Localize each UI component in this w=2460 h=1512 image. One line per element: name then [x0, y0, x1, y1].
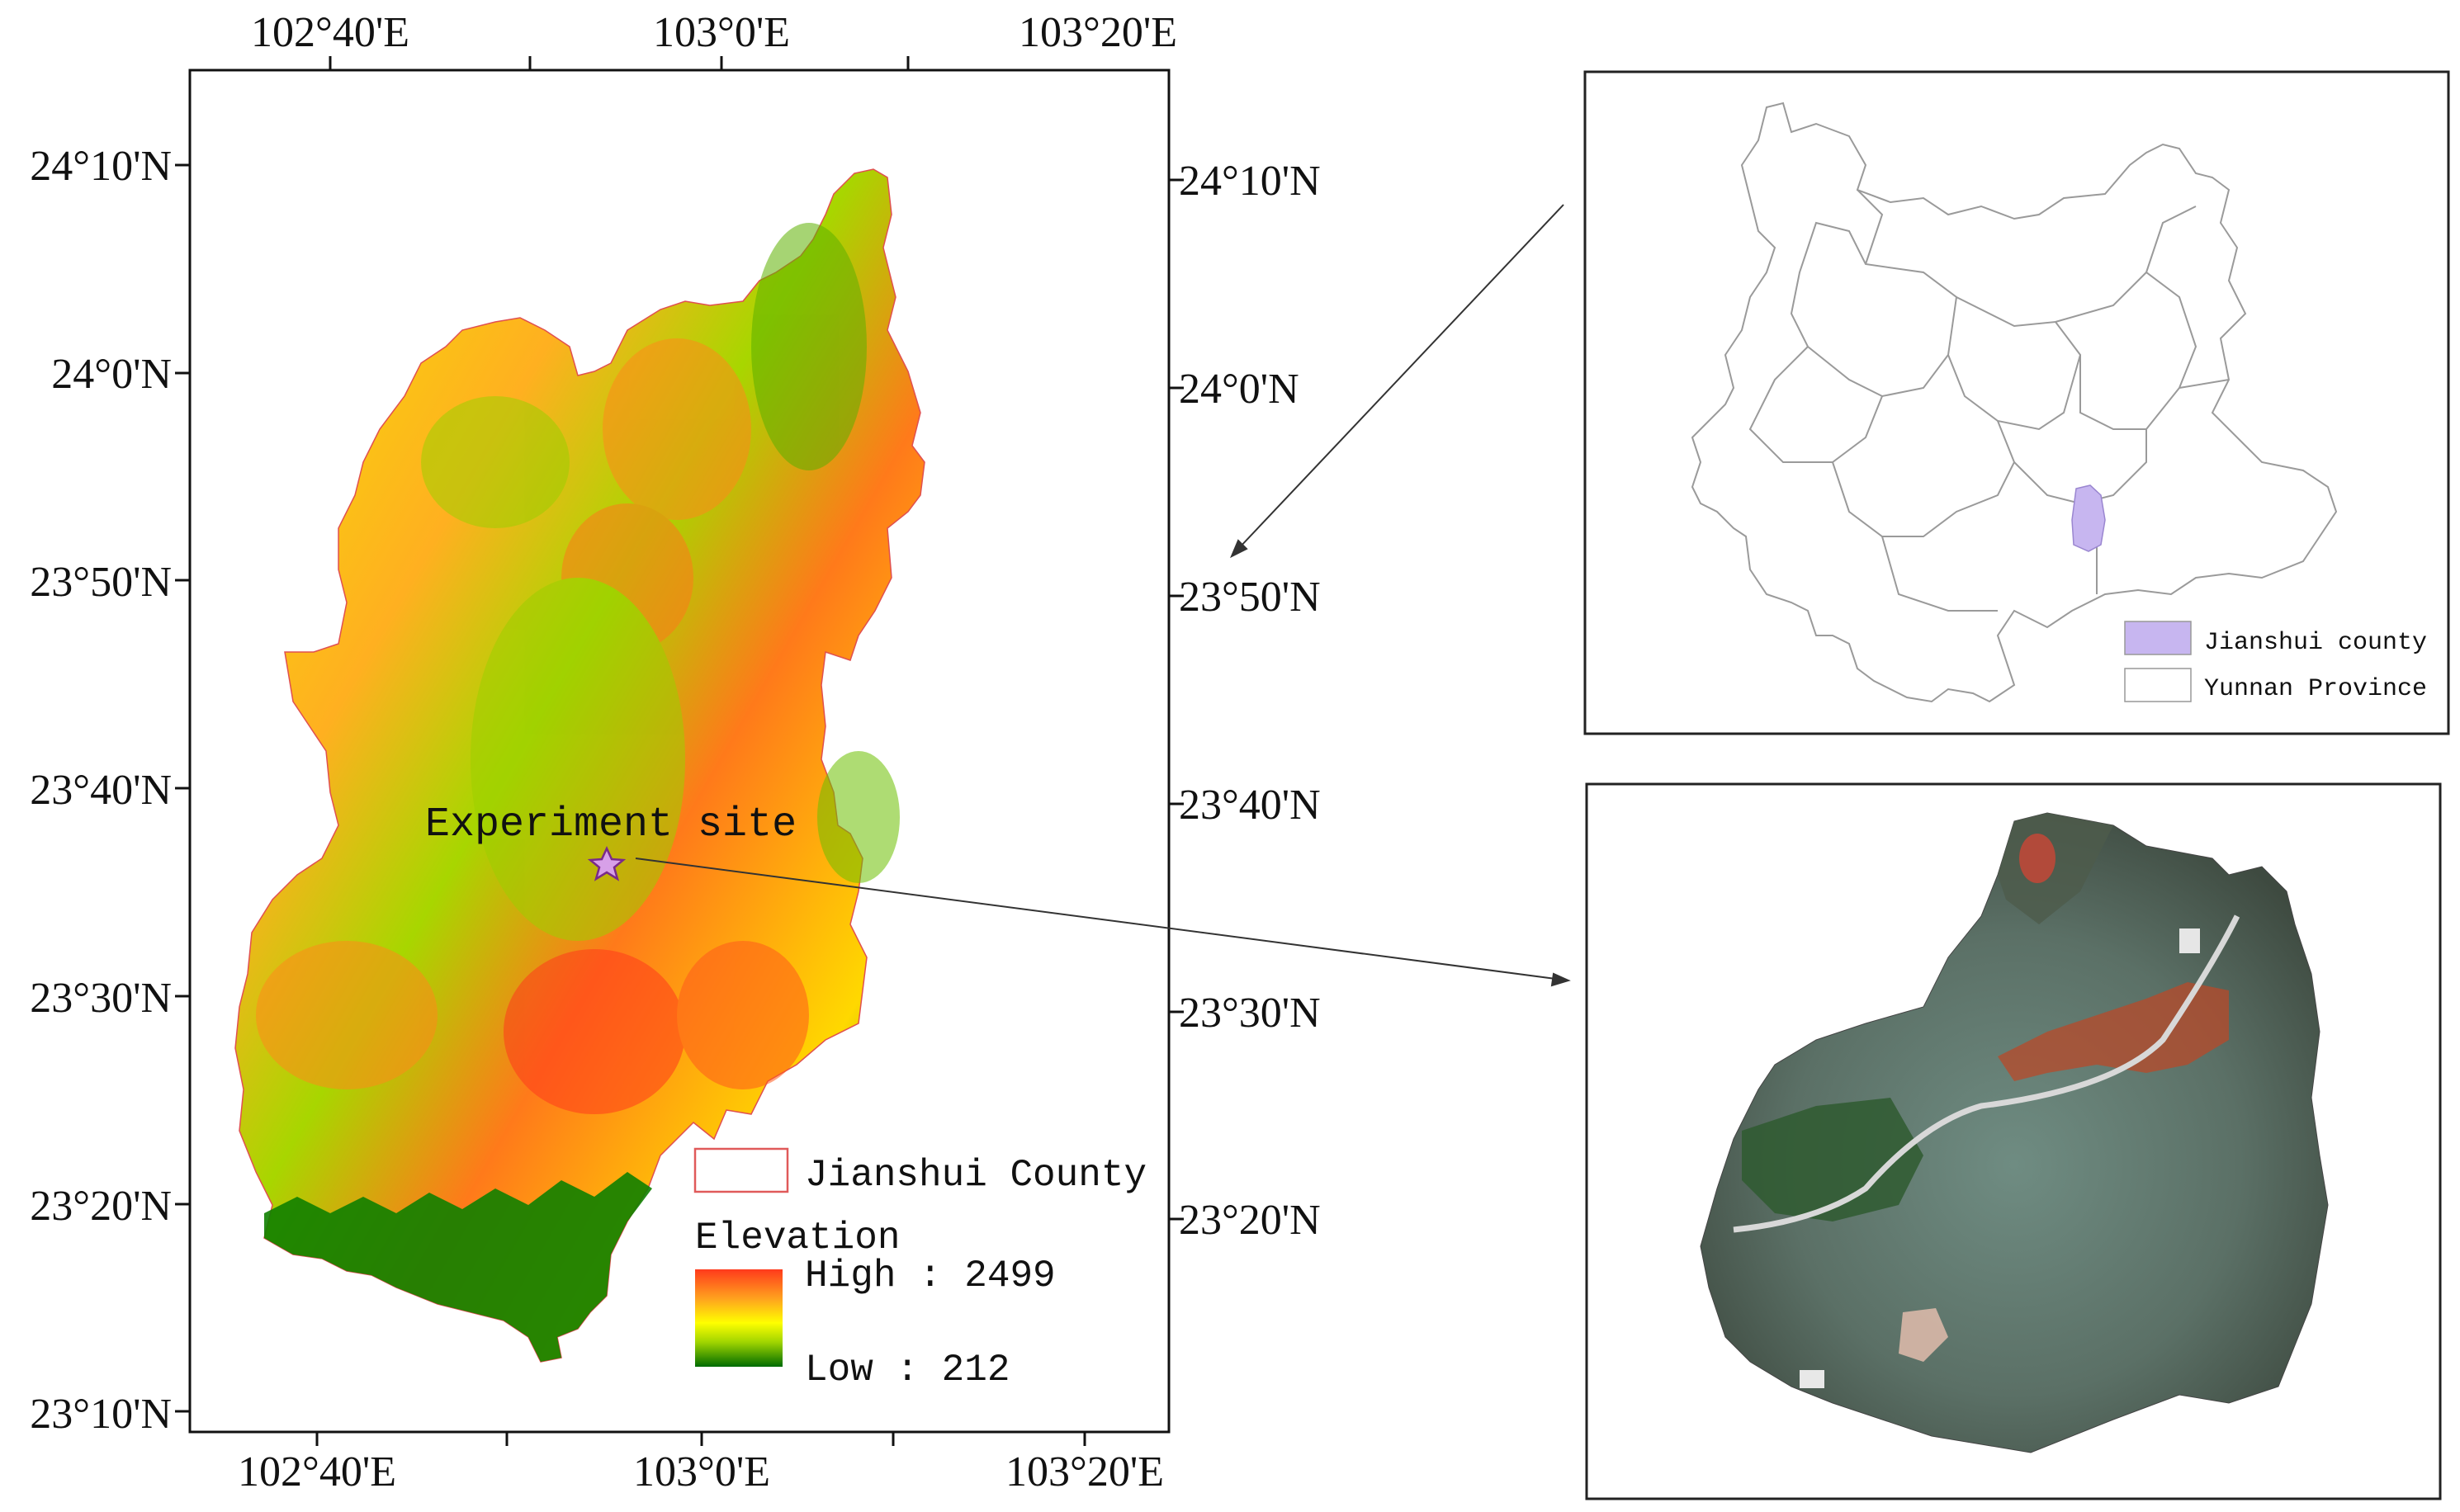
inset-province-legend-label: Yunnan Province: [2204, 675, 2427, 703]
left-lat-label-4: 23°40'N: [30, 767, 172, 814]
photo-bright-patch-2: [1800, 1370, 1824, 1388]
right-lat-label-5: 23°30'N: [1179, 990, 1321, 1037]
province-inset: Jianshui county Yunnan Province: [1583, 70, 2450, 735]
elevation-legend-title: Elevation: [695, 1217, 900, 1259]
left-lat-label-6: 23°20'N: [30, 1183, 172, 1230]
jianshui-county-elevation: [234, 168, 925, 1363]
left-lat-label-2: 24°0'N: [51, 351, 172, 398]
bottom-lon-label-1: 102°40'E: [238, 1448, 396, 1495]
province-swatch: [2124, 668, 2192, 702]
inset-county-legend-label: Jianshui county: [2204, 629, 2427, 657]
aerial-photo-inset: [1585, 782, 2442, 1500]
elevation-low-label: Low : 212: [805, 1349, 1010, 1392]
county-legend-label: Jianshui County: [805, 1154, 1147, 1197]
site-arrowhead: [1550, 972, 1571, 987]
right-lat-label-4: 23°40'N: [1179, 782, 1321, 829]
main-map-legend: Jianshui County Elevation High : 2499 Lo…: [693, 1147, 1147, 1392]
main-elevation-map: 102°40'E 103°0'E 103°20'E 102°40'E 103°0…: [30, 9, 1320, 1495]
elevation-color-ramp: [695, 1269, 783, 1367]
aerial-orthophoto: [1700, 812, 2329, 1453]
left-lat-label-7: 23°10'N: [30, 1391, 172, 1438]
connector-arrows: [635, 204, 1571, 987]
experiment-site-marker: [587, 846, 627, 881]
photo-bright-patch: [2179, 928, 2200, 953]
top-lon-label-3: 103°20'E: [1019, 9, 1177, 56]
top-lon-label-2: 103°0'E: [653, 9, 790, 56]
photo-red-field-1: [2019, 834, 2056, 883]
photo-road: [1733, 914, 2240, 1233]
left-lat-label-5: 23°30'N: [30, 975, 172, 1022]
bottom-lon-label-3: 103°20'E: [1005, 1448, 1164, 1495]
left-lat-label-1: 24°10'N: [30, 143, 172, 190]
photo-forest-west: [1742, 1098, 1923, 1221]
lowland-south: [264, 1172, 652, 1362]
photo-eroded-slope: [1998, 982, 2229, 1081]
photo-clearing-south: [1899, 1308, 1948, 1362]
top-ticks: [329, 56, 910, 70]
locator-arrow: [1237, 204, 1564, 550]
locator-arrowhead: [1230, 539, 1248, 559]
yunnan-province-outline: [1691, 102, 2338, 703]
county-swatch: [2124, 621, 2192, 655]
right-ticks: [1169, 178, 1184, 1221]
elevation-high-label: High : 2499: [805, 1254, 1056, 1297]
right-lat-label-1: 24°10'N: [1179, 158, 1321, 205]
county-legend-swatch: [693, 1147, 789, 1193]
right-lat-label-3: 23°50'N: [1179, 574, 1321, 621]
left-lat-label-3: 23°50'N: [30, 559, 172, 606]
right-lat-label-6: 23°20'N: [1179, 1197, 1321, 1244]
jianshui-county-highlight: [2071, 484, 2106, 552]
top-lon-label-1: 102°40'E: [251, 9, 409, 56]
elevation-texture: [256, 223, 900, 1114]
site-arrow: [635, 858, 1563, 980]
right-lat-label-2: 24°0'N: [1179, 366, 1299, 413]
experiment-site-label: Experiment site: [425, 801, 797, 848]
left-ticks: [175, 163, 190, 1413]
bottom-ticks: [315, 1432, 1086, 1446]
bottom-lon-label-2: 103°0'E: [633, 1448, 770, 1495]
